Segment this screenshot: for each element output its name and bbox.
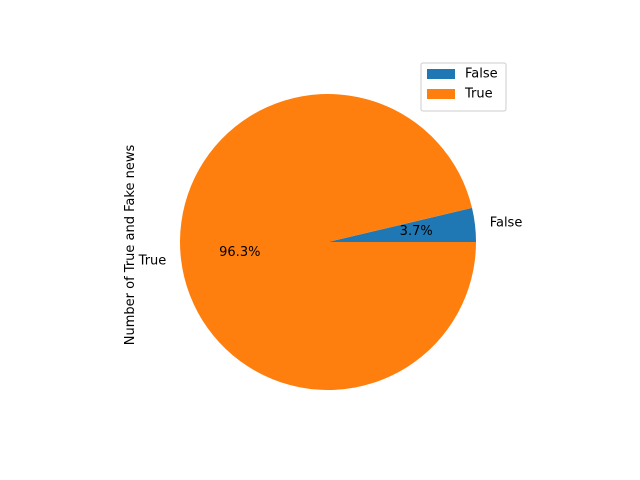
y-axis-label: Number of True and Fake news <box>123 145 138 346</box>
legend: False True <box>420 62 507 112</box>
slice-label-true: True <box>138 253 167 268</box>
legend-label-false: False <box>465 67 498 82</box>
slice-label-false: False <box>490 216 523 231</box>
slice-labels: False True <box>138 216 523 269</box>
pie-slice-true <box>179 93 476 390</box>
percent-label-true: 96.3% <box>219 245 260 260</box>
percent-label-false: 3.7% <box>400 224 433 239</box>
legend-swatch-false <box>427 69 455 79</box>
pie-slices <box>179 93 476 390</box>
legend-swatch-true <box>427 89 455 99</box>
percent-labels: 3.7% 96.3% <box>219 224 433 260</box>
pie-slice-false <box>328 207 476 242</box>
legend-label-true: True <box>464 87 493 102</box>
